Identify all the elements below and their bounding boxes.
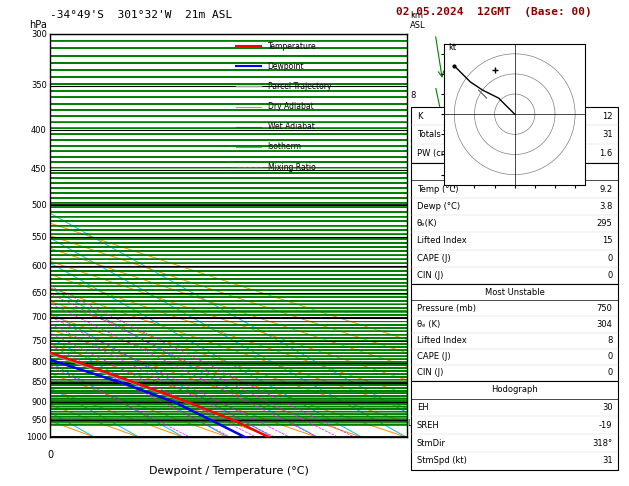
- Text: 15: 15: [602, 236, 613, 245]
- Text: Surface: Surface: [499, 167, 531, 176]
- Text: Hodograph: Hodograph: [491, 385, 538, 394]
- Text: 0: 0: [607, 368, 613, 377]
- Text: 0: 0: [47, 450, 53, 459]
- Text: Parcel Trajectory: Parcel Trajectory: [268, 82, 331, 91]
- Text: 2: 2: [410, 358, 416, 367]
- Text: 500: 500: [31, 201, 47, 209]
- Text: 800: 800: [31, 358, 47, 367]
- Text: 5: 5: [410, 233, 416, 242]
- Text: 318°: 318°: [593, 438, 613, 448]
- Text: 0: 0: [607, 254, 613, 263]
- Text: Dewpoint / Temperature (°C): Dewpoint / Temperature (°C): [148, 466, 308, 476]
- Text: 900: 900: [31, 398, 47, 407]
- FancyBboxPatch shape: [411, 381, 618, 469]
- Text: 4: 4: [410, 250, 416, 260]
- FancyBboxPatch shape: [411, 284, 618, 381]
- Text: StmDir: StmDir: [417, 438, 446, 448]
- Text: 450: 450: [31, 165, 47, 174]
- Text: 1000: 1000: [26, 433, 47, 442]
- Text: Mixing Ratio: Mixing Ratio: [268, 163, 316, 172]
- Text: 350: 350: [31, 81, 47, 90]
- Text: 850: 850: [31, 379, 47, 387]
- Text: EH: EH: [417, 403, 428, 412]
- Text: 8: 8: [607, 336, 613, 345]
- Text: 1: 1: [410, 416, 416, 425]
- Text: 31: 31: [602, 130, 613, 139]
- Text: θₑ(K): θₑ(K): [417, 219, 438, 228]
- Text: 750: 750: [596, 304, 613, 313]
- Text: 750: 750: [31, 336, 47, 346]
- Text: Lifted Index: Lifted Index: [417, 336, 467, 345]
- Text: -34°49'S  301°32'W  21m ASL: -34°49'S 301°32'W 21m ASL: [50, 10, 233, 20]
- Text: CIN (J): CIN (J): [417, 271, 443, 280]
- Text: Temperature: Temperature: [268, 42, 316, 51]
- Text: 6: 6: [410, 180, 416, 189]
- Text: K: K: [417, 112, 423, 121]
- Text: 0: 0: [607, 352, 613, 361]
- Text: Wet Adiabat: Wet Adiabat: [268, 122, 314, 131]
- Text: 300: 300: [31, 30, 47, 38]
- Text: Dewpoint: Dewpoint: [268, 62, 304, 71]
- Text: CAPE (J): CAPE (J): [417, 352, 450, 361]
- Text: Temp (°C): Temp (°C): [417, 185, 459, 193]
- Text: 02.05.2024  12GMT  (Base: 00): 02.05.2024 12GMT (Base: 00): [396, 7, 592, 17]
- Text: 0: 0: [607, 271, 613, 280]
- Text: Most Unstable: Most Unstable: [485, 288, 545, 296]
- Text: 12: 12: [602, 112, 613, 121]
- Text: CIN (J): CIN (J): [417, 368, 443, 377]
- Text: Totals Totals: Totals Totals: [417, 130, 467, 139]
- Text: hPa: hPa: [29, 20, 47, 30]
- Text: 8: 8: [410, 90, 416, 100]
- Text: 7: 7: [410, 134, 416, 143]
- Text: CAPE (J): CAPE (J): [417, 254, 450, 263]
- Text: 30: 30: [602, 403, 613, 412]
- Text: θₑ (K): θₑ (K): [417, 320, 440, 329]
- Text: 550: 550: [31, 233, 47, 242]
- Text: 31: 31: [602, 456, 613, 465]
- Text: -19: -19: [599, 421, 613, 430]
- FancyBboxPatch shape: [411, 163, 618, 284]
- Text: StmSpd (kt): StmSpd (kt): [417, 456, 467, 465]
- Text: SREH: SREH: [417, 421, 440, 430]
- Text: 1.6: 1.6: [599, 149, 613, 158]
- Text: Lifted Index: Lifted Index: [417, 236, 467, 245]
- Text: 3: 3: [410, 313, 416, 322]
- Text: 950: 950: [31, 416, 47, 425]
- Text: Isotherm: Isotherm: [268, 142, 302, 152]
- Text: 650: 650: [31, 289, 47, 297]
- Text: kt: kt: [448, 43, 457, 52]
- Text: 304: 304: [596, 320, 613, 329]
- Text: Dry Adiabat: Dry Adiabat: [268, 102, 313, 111]
- Text: 295: 295: [597, 219, 613, 228]
- Text: km
ASL: km ASL: [410, 11, 426, 30]
- Text: PW (cm): PW (cm): [417, 149, 452, 158]
- Text: Dewp (°C): Dewp (°C): [417, 202, 460, 211]
- Text: 3.8: 3.8: [599, 202, 613, 211]
- Text: 700: 700: [31, 313, 47, 322]
- Text: 600: 600: [31, 262, 47, 271]
- Text: 9.2: 9.2: [599, 185, 613, 193]
- Text: 400: 400: [31, 126, 47, 135]
- Text: LCL: LCL: [408, 419, 421, 428]
- FancyBboxPatch shape: [411, 106, 618, 163]
- Text: Pressure (mb): Pressure (mb): [417, 304, 476, 313]
